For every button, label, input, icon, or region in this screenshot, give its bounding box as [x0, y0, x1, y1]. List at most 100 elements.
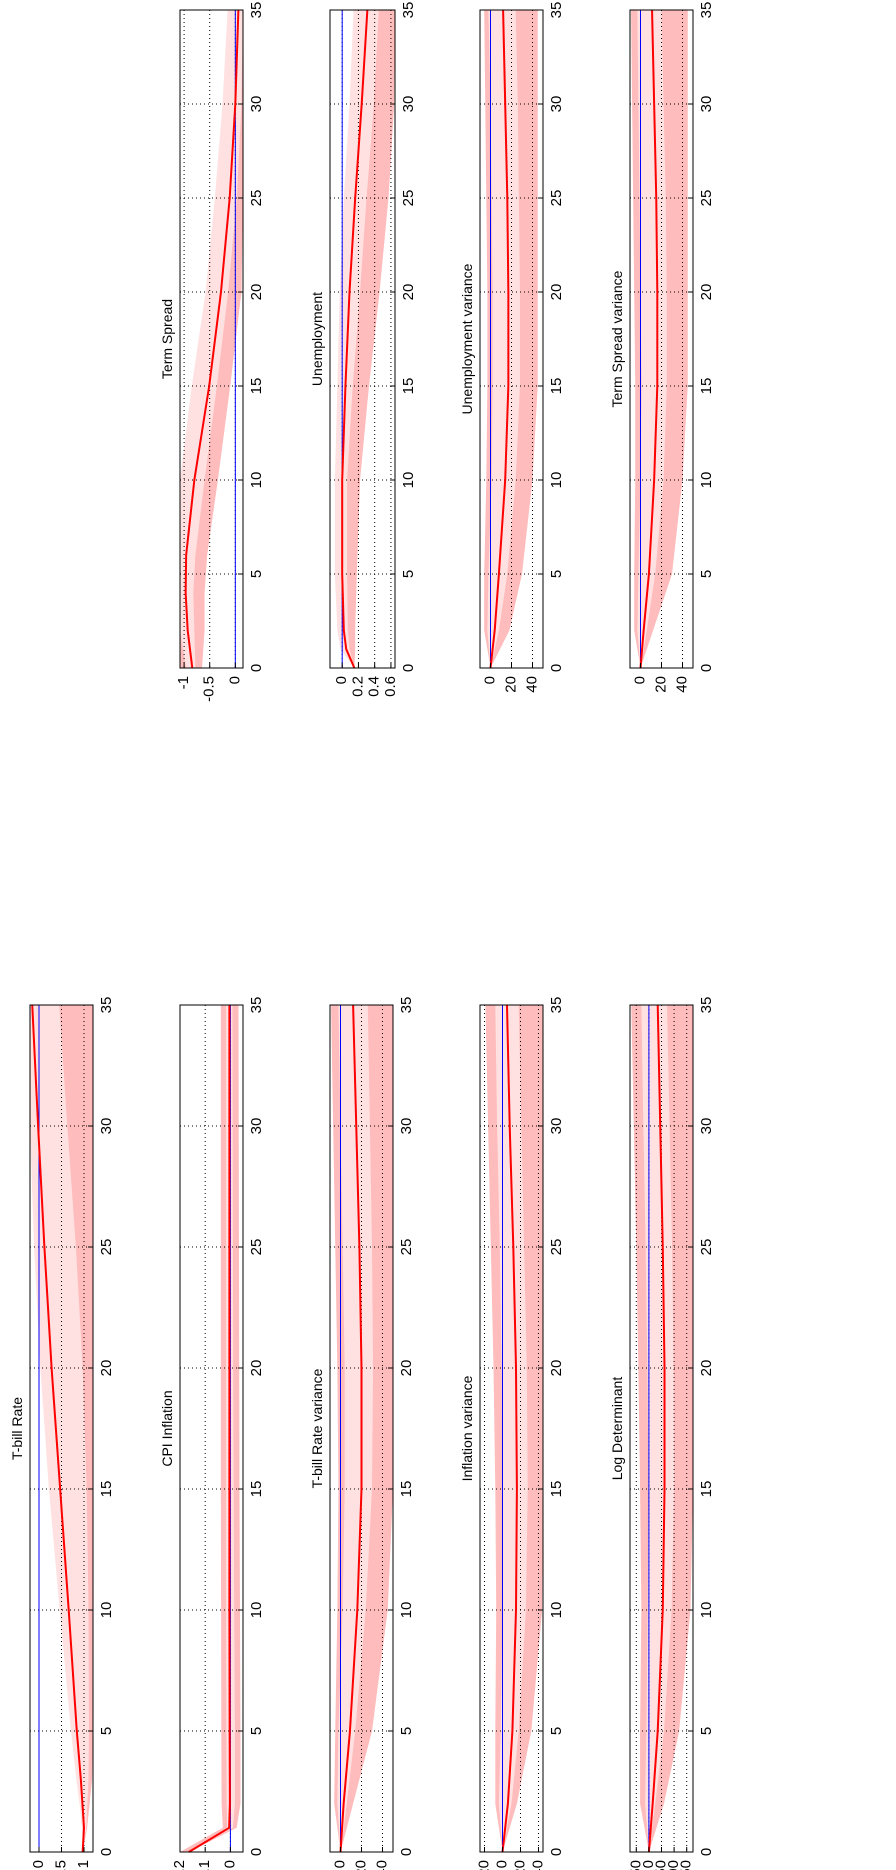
y-tick-label: 0: [226, 676, 243, 684]
x-tick-label: 30: [698, 96, 715, 113]
x-tick-label: 5: [248, 1727, 265, 1735]
panel-title: CPI Inflation: [159, 1390, 175, 1466]
x-tick-label: 5: [548, 1727, 565, 1735]
y-tick-label: -0.1: [196, 1860, 213, 1870]
x-tick-label: 20: [400, 284, 417, 301]
panel-title: T-bill Rate: [9, 1397, 25, 1460]
x-tick-label: 10: [398, 1602, 415, 1619]
x-tick-label: 10: [248, 472, 265, 489]
x-tick-label: 35: [398, 997, 415, 1014]
y-tick-label: 0: [331, 1860, 348, 1868]
x-tick-label: 25: [398, 1239, 415, 1256]
y-tick-label: 20: [652, 676, 669, 693]
x-tick-label: 25: [400, 190, 417, 207]
y-tick-label: 40: [673, 676, 690, 693]
y-tick-label: 0: [640, 1860, 657, 1868]
inner-credible-band: [495, 1005, 528, 1852]
x-tick-label: 25: [248, 190, 265, 207]
y-tick-label: -0.2: [171, 1860, 188, 1870]
median-line: [184, 9, 240, 669]
y-tick-label: 0: [333, 676, 350, 684]
x-tick-label: 10: [548, 472, 565, 489]
median-line: [639, 9, 659, 669]
x-tick-label: 0: [400, 664, 417, 672]
x-tick-label: 30: [98, 1118, 115, 1135]
x-tick-label: 20: [398, 1360, 415, 1377]
x-tick-label: 0: [398, 1848, 415, 1856]
panel-title: Log Determinant: [609, 1377, 625, 1481]
y-tick-label: 1: [75, 1860, 92, 1868]
y-tick-label: 40: [373, 1860, 390, 1870]
inner-credible-band: [337, 1005, 374, 1852]
x-tick-label: 15: [398, 1481, 415, 1498]
x-tick-label: 0: [248, 1848, 265, 1856]
x-tick-label: 20: [248, 284, 265, 301]
x-tick-label: 0: [548, 1848, 565, 1856]
x-tick-label: 25: [248, 1239, 265, 1256]
x-tick-label: 5: [398, 1727, 415, 1735]
median-line: [647, 1004, 666, 1853]
median-line: [489, 9, 510, 669]
inner-credible-band: [30, 1005, 89, 1852]
panel-title: Term Spread: [159, 299, 175, 379]
x-tick-label: 10: [548, 1602, 565, 1619]
y-tick-label: 0: [30, 1860, 47, 1868]
x-tick-label: 35: [248, 2, 265, 19]
plot-frame: [479, 1004, 544, 1853]
y-tick-label: 20: [511, 1860, 528, 1870]
median-line: [31, 1004, 86, 1853]
x-tick-label: 10: [98, 1602, 115, 1619]
median-line: [341, 9, 369, 669]
x-tick-label: 5: [548, 570, 565, 578]
inner-credible-band: [641, 1005, 675, 1852]
x-tick-label: 20: [98, 1360, 115, 1377]
y-tick-label: 40: [523, 676, 540, 693]
x-tick-label: 30: [398, 1118, 415, 1135]
x-tick-label: 35: [698, 997, 715, 1014]
x-tick-label: 25: [548, 190, 565, 207]
x-tick-label: 0: [548, 664, 565, 672]
y-tick-label: 0: [481, 676, 498, 684]
x-tick-label: 35: [548, 2, 565, 19]
x-tick-label: 5: [698, 570, 715, 578]
x-tick-label: 35: [98, 997, 115, 1014]
y-tick-label: 20: [502, 676, 519, 693]
panel-title: Unemployment: [309, 292, 325, 386]
x-tick-label: 15: [248, 1481, 265, 1498]
plot-frame: [329, 9, 396, 669]
x-tick-label: 0: [698, 664, 715, 672]
x-tick-label: 20: [248, 1360, 265, 1377]
y-tick-label: -50: [627, 1860, 644, 1870]
y-tick-label: 150: [678, 1860, 695, 1870]
x-tick-label: 20: [548, 1360, 565, 1377]
y-tick-label: 0: [221, 1860, 238, 1868]
x-tick-label: 30: [548, 96, 565, 113]
x-tick-label: 25: [698, 1239, 715, 1256]
x-tick-label: 30: [548, 1118, 565, 1135]
x-tick-label: 15: [548, 378, 565, 395]
y-tick-label: 40: [529, 1860, 546, 1870]
x-tick-label: 10: [400, 472, 417, 489]
panel-title: T-bill Rate variance: [309, 1368, 325, 1488]
y-tick-label: 50: [652, 1860, 669, 1870]
x-tick-label: 5: [698, 1727, 715, 1735]
x-tick-label: 15: [698, 1481, 715, 1498]
x-tick-label: 15: [698, 378, 715, 395]
x-tick-label: 15: [98, 1481, 115, 1498]
x-tick-label: 30: [698, 1118, 715, 1135]
x-tick-label: 20: [548, 284, 565, 301]
y-tick-label: 20: [352, 1860, 369, 1870]
x-tick-label: 35: [400, 2, 417, 19]
x-tick-label: 35: [248, 997, 265, 1014]
plot-frame: [179, 9, 244, 669]
outer-credible-band: [180, 1005, 241, 1852]
y-tick-label: -1: [175, 676, 192, 689]
x-tick-label: 10: [698, 472, 715, 489]
median-line: [501, 1004, 518, 1853]
x-tick-label: 5: [98, 1727, 115, 1735]
panel-t-bill-rate-variance: 0 5 10 15 20 25 30 35 0 20 40 T-bill Rate variance: [309, 997, 415, 1870]
